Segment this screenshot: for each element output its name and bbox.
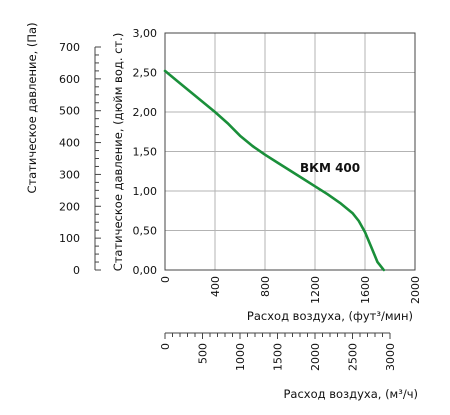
pa-tick-label: 200	[59, 200, 80, 213]
m3-tick-label: 3000	[384, 343, 397, 371]
y-tick-label: 1,50	[133, 146, 158, 159]
m3-tick-label: 500	[197, 343, 210, 364]
pa-tick-label: 600	[59, 73, 80, 86]
y-axis-title-inch: Статическое давление, (дюйм вод. ст.)	[111, 33, 125, 272]
pa-tick-label: 100	[59, 232, 80, 245]
x-tick-label: 0	[159, 276, 172, 283]
y-tick-label: 0,50	[133, 225, 158, 238]
x-axis-m3h: 0 500 1000 1500 2000 2500 3000	[159, 332, 397, 371]
pa-tick-label: 700	[59, 41, 80, 54]
x-tick-label: 800	[259, 276, 272, 297]
m3-tick-label: 2000	[309, 343, 322, 371]
y-tick-label: 0,00	[133, 264, 158, 277]
x-tick-label: 1200	[309, 276, 322, 304]
m3-tick-label: 0	[159, 343, 172, 350]
y-tick-label: 2,00	[133, 106, 158, 119]
series-line-vkm400	[163, 69, 386, 272]
pa-tick-label: 500	[59, 105, 80, 118]
y-tick-label: 1,00	[133, 185, 158, 198]
x-axis-cfm-ticks: 0 400 800 1200 1600 2000	[159, 276, 422, 304]
pa-tick-label: 300	[59, 168, 80, 181]
y-tick-label: 2,50	[133, 67, 158, 80]
pa-tick-label: 400	[59, 137, 80, 150]
m3-tick-label: 2500	[347, 343, 360, 371]
x-tick-label: 1600	[359, 276, 372, 304]
y-axis-pa: 0 100 200 300 400 500 600 700	[59, 41, 101, 277]
m3-tick-label: 1500	[272, 343, 285, 371]
plot-frame	[164, 32, 416, 271]
y-axis-inch-ticks: 0,00 0,50 1,00 1,50 2,00 2,50 3,00	[133, 27, 158, 277]
series-label: ВКМ 400	[300, 161, 360, 175]
x-tick-label: 2000	[409, 276, 422, 304]
y-axis-title-pa: Статическое давление, (Па)	[25, 22, 39, 193]
x-tick-label: 400	[209, 276, 222, 297]
y-tick-label: 3,00	[133, 27, 158, 40]
grid	[164, 32, 416, 271]
x2-axis-title: Расход воздуха, (м³/ч)	[283, 387, 418, 401]
x-axis-title: Расход воздуха, (фут³/мин)	[247, 309, 413, 323]
m3-tick-label: 1000	[234, 343, 247, 371]
pa-tick-label: 0	[73, 264, 80, 277]
